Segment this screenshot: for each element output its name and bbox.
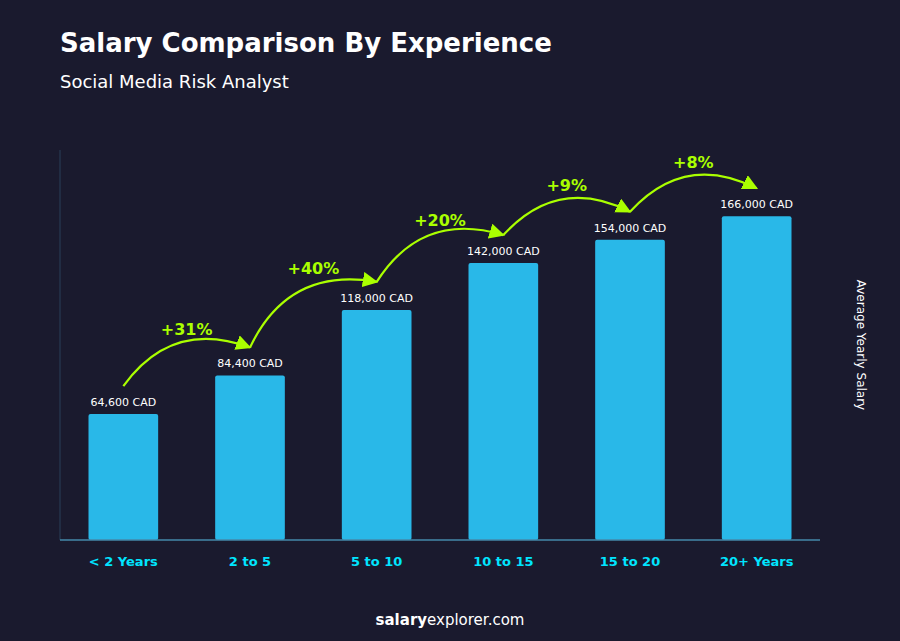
annotation-arrow xyxy=(123,339,250,386)
bar xyxy=(342,310,412,540)
annotation: +8% xyxy=(673,153,714,172)
y-axis-label: Average Yearly Salary xyxy=(854,280,868,410)
footer: salaryexplorer.com xyxy=(376,611,525,629)
data-label: 84,400 CAD xyxy=(217,357,283,370)
data-label: 142,000 CAD xyxy=(467,245,540,258)
x-tick-label: 10 to 15 xyxy=(473,554,533,569)
bars xyxy=(89,216,792,540)
x-tick-label: 20+ Years xyxy=(720,554,794,569)
annotation-arrow xyxy=(377,229,504,282)
data-label: 166,000 CAD xyxy=(720,198,793,211)
annotation: +9% xyxy=(546,176,587,195)
x-tick-label: 5 to 10 xyxy=(351,554,402,569)
bar xyxy=(595,240,665,540)
y-axis-line xyxy=(60,150,61,540)
title: Salary Comparison By Experience xyxy=(60,28,552,58)
bar xyxy=(215,375,285,540)
annotation: +40% xyxy=(287,259,339,278)
annotation: +31% xyxy=(161,320,213,339)
background xyxy=(0,0,900,641)
annotation-arrow xyxy=(250,279,377,347)
annotation-arrow xyxy=(630,175,757,212)
bar xyxy=(89,414,159,540)
annotation: +20% xyxy=(414,211,466,230)
chart: Salary Comparison By Experience Social Me… xyxy=(0,0,900,641)
x-tick-label: < 2 Years xyxy=(89,554,158,569)
bar xyxy=(722,216,792,540)
footer-part: salary xyxy=(376,611,428,629)
subtitle: Social Media Risk Analyst xyxy=(60,71,289,92)
data-label: 118,000 CAD xyxy=(340,292,413,305)
x-tick-label: 2 to 5 xyxy=(229,554,271,569)
footer-part: explorer.com xyxy=(427,611,524,629)
x-axis-line xyxy=(60,539,820,541)
data-label: 154,000 CAD xyxy=(594,222,667,235)
bar xyxy=(469,263,539,540)
x-tick-label: 15 to 20 xyxy=(600,554,660,569)
data-label: 64,600 CAD xyxy=(90,396,156,409)
annotation-arrow xyxy=(503,198,630,235)
